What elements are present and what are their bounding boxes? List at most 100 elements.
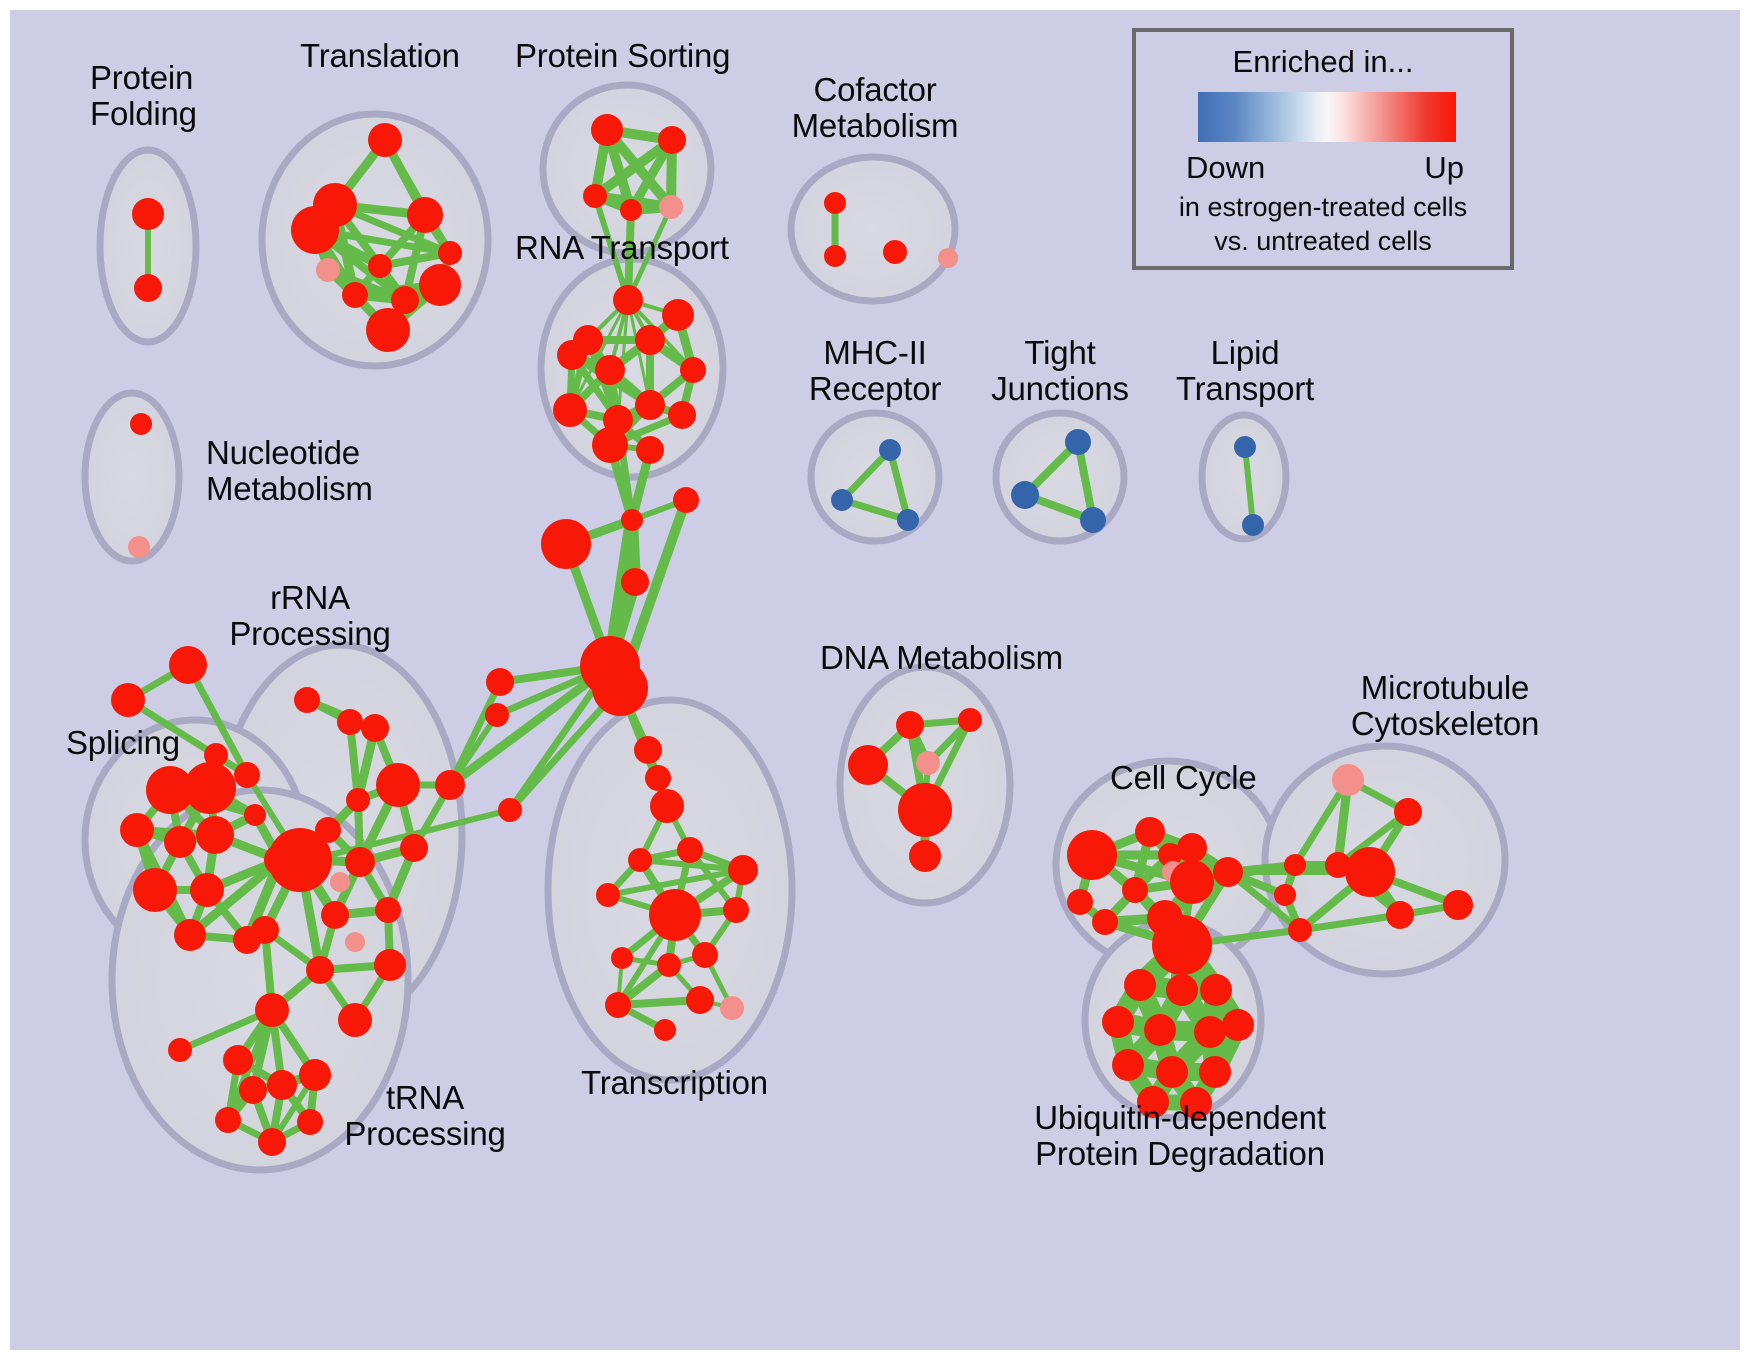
node	[621, 568, 649, 596]
node	[1284, 854, 1306, 876]
node	[435, 770, 465, 800]
node	[1137, 1086, 1169, 1118]
node	[645, 765, 671, 791]
node	[1194, 1016, 1226, 1048]
node	[342, 282, 368, 308]
node	[346, 788, 370, 812]
node	[686, 986, 714, 1014]
node	[879, 439, 901, 461]
node	[375, 897, 401, 923]
node	[723, 897, 749, 923]
node	[1135, 817, 1165, 847]
node	[1274, 884, 1296, 906]
node	[1180, 1087, 1212, 1119]
blob-mhc-ii-receptor	[807, 409, 943, 545]
node	[258, 1128, 286, 1156]
node	[883, 240, 907, 264]
node	[291, 206, 339, 254]
node	[592, 427, 628, 463]
node	[824, 192, 846, 214]
node	[1124, 969, 1156, 1001]
node	[677, 837, 703, 863]
node	[294, 687, 320, 713]
node	[111, 683, 145, 717]
node	[898, 783, 952, 837]
node	[1158, 843, 1182, 867]
node	[1177, 833, 1207, 863]
node	[1080, 507, 1106, 533]
node	[958, 708, 982, 732]
legend-high-label: Up	[1424, 150, 1464, 185]
node	[654, 1019, 676, 1041]
node	[316, 258, 340, 282]
node	[132, 198, 164, 230]
network-plot-area: .blob { fill: url(#blobGrad); stroke: #a…	[10, 10, 1740, 1350]
node	[649, 889, 701, 941]
node	[146, 766, 194, 814]
node	[1242, 514, 1264, 536]
node	[824, 245, 846, 267]
node	[345, 847, 375, 877]
node	[1156, 1056, 1188, 1088]
node	[407, 197, 443, 233]
node	[659, 195, 683, 219]
node	[635, 325, 665, 355]
node	[306, 956, 334, 984]
node	[366, 308, 410, 352]
node	[498, 798, 522, 822]
node	[636, 436, 664, 464]
node	[657, 953, 681, 977]
node	[297, 1109, 323, 1135]
legend-title: Enriched in...	[1232, 44, 1414, 79]
legend-panel: Enriched in... Down Up in estrogen-treat…	[1132, 28, 1514, 270]
node	[1144, 1014, 1176, 1046]
node	[1394, 798, 1422, 826]
node	[321, 901, 349, 929]
node	[174, 919, 206, 951]
blob-lipid-transport	[1198, 411, 1290, 543]
node	[330, 872, 350, 892]
node	[345, 932, 365, 952]
node	[916, 751, 940, 775]
blob-nucleotide-metabolism	[81, 389, 183, 565]
node	[673, 487, 699, 513]
node	[255, 993, 289, 1027]
node	[831, 489, 853, 511]
node	[1386, 901, 1414, 929]
legend-subtitle-line1: in estrogen-treated cells	[1178, 192, 1468, 222]
node	[1222, 1009, 1254, 1041]
node	[720, 996, 744, 1020]
node	[1112, 1049, 1144, 1081]
node	[391, 286, 419, 314]
node	[184, 762, 236, 814]
node	[553, 393, 587, 427]
node	[621, 509, 643, 531]
node	[620, 199, 642, 221]
node	[234, 762, 260, 788]
node	[848, 745, 888, 785]
node	[596, 883, 620, 907]
node	[692, 942, 718, 968]
node	[1199, 1056, 1231, 1088]
node	[1067, 830, 1117, 880]
node	[1288, 918, 1312, 942]
node	[662, 299, 694, 331]
node	[680, 357, 706, 383]
node	[128, 536, 150, 558]
network-graph: .blob { fill: url(#blobGrad); stroke: #a…	[81, 81, 1509, 1174]
node	[485, 703, 509, 727]
node	[338, 1003, 372, 1037]
node	[1325, 852, 1351, 878]
node	[133, 868, 177, 912]
blob-cofactor-metabolism	[787, 153, 959, 305]
node	[635, 390, 665, 420]
node	[1213, 857, 1243, 887]
node	[541, 519, 591, 569]
node	[376, 763, 420, 807]
node	[628, 848, 652, 872]
node	[896, 711, 924, 739]
node	[361, 714, 389, 742]
node	[438, 241, 462, 265]
node	[419, 264, 461, 306]
